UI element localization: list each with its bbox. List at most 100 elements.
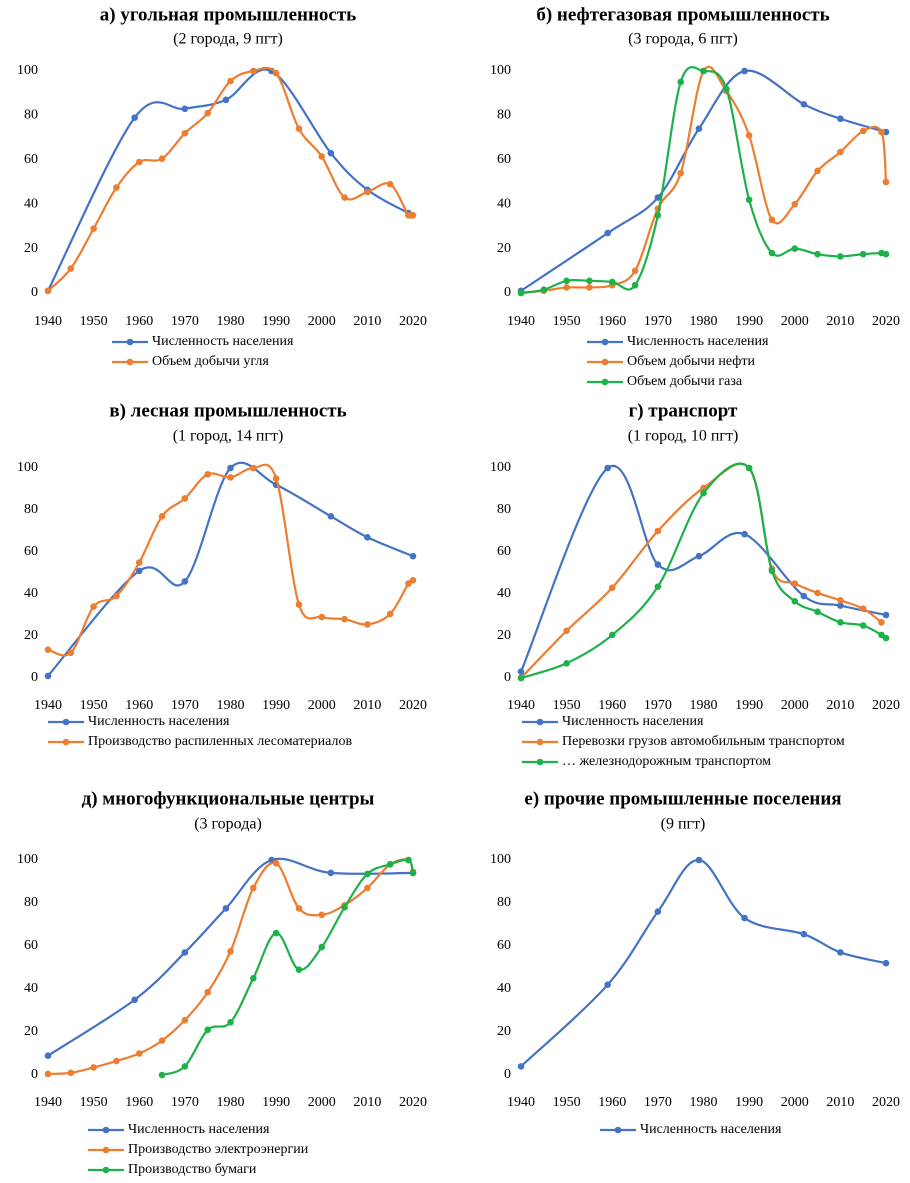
x-tick-label: 1960 [598,698,626,713]
x-tick-label: 1950 [80,314,108,329]
x-tick-label: 1970 [644,314,672,329]
data-point [563,627,570,635]
legend-marker [126,358,134,366]
legend-marker [536,738,544,746]
x-tick-label: 2000 [308,698,336,713]
chart-title: е) прочие промышленные поселения [524,788,841,809]
data-point [204,109,211,117]
x-tick-label: 1960 [125,314,153,329]
data-point [882,250,890,258]
data-point [318,943,326,951]
chart-title: б) нефтегазовая промышленность [536,4,829,25]
data-point [859,250,867,258]
data-point [745,464,753,472]
data-point [768,567,776,575]
y-tick-label: 20 [497,1024,511,1039]
x-tick-label: 1990 [262,314,290,329]
data-point [409,552,417,560]
data-point [814,589,821,597]
data-point [859,605,867,612]
data-point [227,464,234,472]
data-point [318,153,326,160]
data-point [517,674,525,682]
x-tick-label: 1940 [507,698,535,713]
x-tick-label: 2020 [872,698,900,713]
x-tick-label: 2020 [872,314,900,329]
series-line [520,69,887,292]
x-tick-label: 2020 [399,314,427,329]
y-tick-label: 60 [24,938,38,953]
data-point [44,1070,52,1078]
x-tick-label: 2010 [353,314,381,329]
data-point [295,601,303,608]
x-tick-label: 1950 [553,698,581,713]
data-point [882,959,890,967]
y-tick-label: 0 [504,1067,511,1082]
data-point [318,613,326,621]
data-point [837,949,844,956]
legend-label: Численность населения [627,334,769,349]
data-point [654,194,662,201]
data-point [677,169,684,177]
data-point [227,77,234,85]
data-point [135,567,143,575]
x-tick-label: 1950 [80,698,108,713]
x-tick-label: 1940 [507,314,535,329]
data-point [44,1052,52,1059]
x-tick-label: 1990 [262,1095,290,1110]
data-point [814,608,821,616]
data-point [341,194,348,201]
data-point [882,611,890,619]
data-point [295,905,303,912]
x-tick-label: 1940 [34,1095,62,1110]
data-point [364,534,371,541]
data-point [800,592,808,600]
data-point [295,966,303,973]
data-point [181,949,189,956]
x-tick-label: 1990 [735,698,763,713]
data-point [882,634,890,642]
data-point [135,1050,143,1057]
data-point [791,200,799,208]
legend-label: Численность населения [562,714,704,729]
data-point [837,619,844,626]
x-tick-label: 1960 [598,1095,626,1110]
data-point [341,615,348,623]
y-tick-label: 60 [497,938,511,953]
data-point [44,672,52,680]
data-point [227,1019,234,1026]
data-point [800,930,808,938]
series-line [520,65,888,295]
data-point [814,250,821,258]
x-tick-label: 2000 [308,1095,336,1110]
data-point [131,996,138,1004]
data-point [327,149,335,157]
data-point [882,178,890,186]
data-point [405,856,412,864]
y-tick-label: 0 [31,285,38,300]
data-point [654,527,662,535]
y-tick-label: 80 [24,895,38,910]
y-tick-label: 20 [24,628,38,643]
data-point [386,861,394,868]
x-tick-label: 1970 [171,314,199,329]
data-point [882,128,890,136]
legend-marker [601,358,609,366]
data-point [517,1063,525,1070]
data-point [227,948,234,955]
data-point [272,475,280,482]
data-point [222,905,230,912]
x-tick-label: 2020 [872,1095,900,1110]
data-point [654,583,662,590]
data-point [409,869,417,877]
data-point [695,552,703,560]
chart-subtitle: (3 города, 6 пгт) [628,31,738,48]
data-point [158,513,166,520]
data-point [318,911,326,919]
legend-marker [536,718,544,726]
data-point [563,660,570,667]
legend-marker [62,718,70,726]
data-point [604,981,611,988]
data-point [327,869,335,877]
